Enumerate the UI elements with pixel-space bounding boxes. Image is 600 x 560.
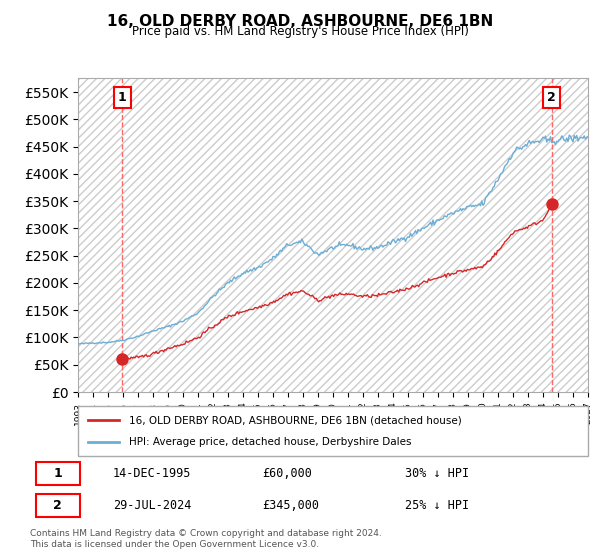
Text: £60,000: £60,000 xyxy=(262,467,312,480)
Text: 1: 1 xyxy=(53,467,62,480)
Text: 30% ↓ HPI: 30% ↓ HPI xyxy=(406,467,469,480)
FancyBboxPatch shape xyxy=(35,462,80,485)
FancyBboxPatch shape xyxy=(35,494,80,517)
Text: 29-JUL-2024: 29-JUL-2024 xyxy=(113,499,191,512)
Text: 1: 1 xyxy=(118,91,127,104)
Text: £345,000: £345,000 xyxy=(262,499,319,512)
Text: 16, OLD DERBY ROAD, ASHBOURNE, DE6 1BN: 16, OLD DERBY ROAD, ASHBOURNE, DE6 1BN xyxy=(107,14,493,29)
Text: 14-DEC-1995: 14-DEC-1995 xyxy=(113,467,191,480)
Text: Price paid vs. HM Land Registry's House Price Index (HPI): Price paid vs. HM Land Registry's House … xyxy=(131,25,469,38)
Text: HPI: Average price, detached house, Derbyshire Dales: HPI: Average price, detached house, Derb… xyxy=(129,437,412,447)
FancyBboxPatch shape xyxy=(78,406,588,456)
Text: Contains HM Land Registry data © Crown copyright and database right 2024.
This d: Contains HM Land Registry data © Crown c… xyxy=(30,529,382,549)
Text: 25% ↓ HPI: 25% ↓ HPI xyxy=(406,499,469,512)
Text: 2: 2 xyxy=(53,499,62,512)
Text: 2: 2 xyxy=(547,91,556,104)
Text: 16, OLD DERBY ROAD, ASHBOURNE, DE6 1BN (detached house): 16, OLD DERBY ROAD, ASHBOURNE, DE6 1BN (… xyxy=(129,415,462,425)
